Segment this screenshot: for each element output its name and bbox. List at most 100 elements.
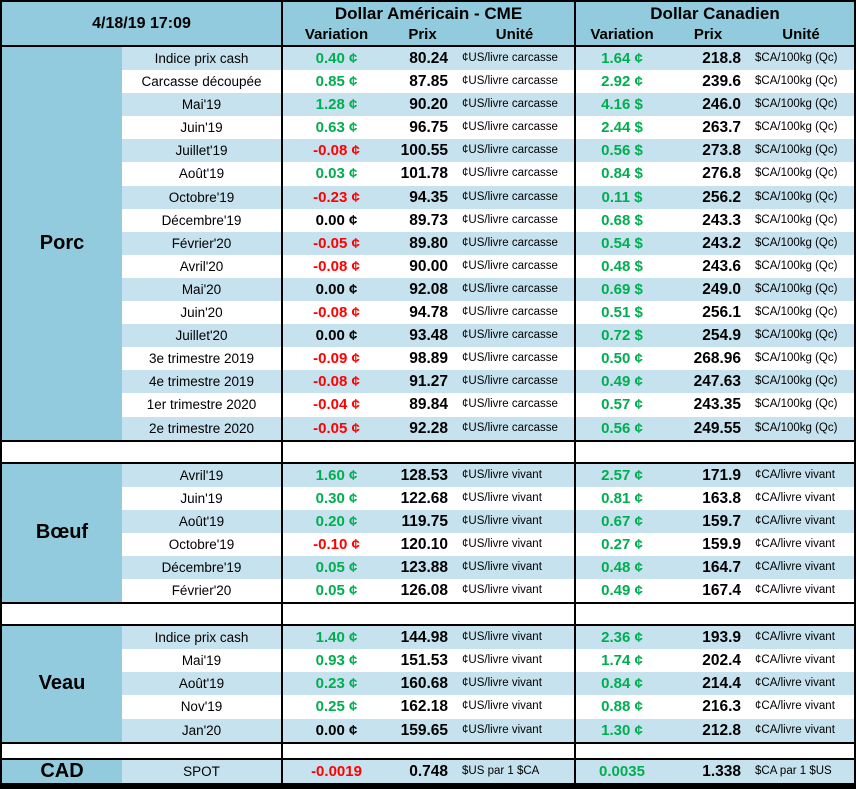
ca-price-value: 268.96 xyxy=(693,350,741,368)
us-unit-label: ¢US/livre vivant xyxy=(462,514,542,527)
table-row: Avril'20 -0.08 ¢ 90.00 ¢US/livre carcass… xyxy=(122,254,854,278)
us-variation-value: 0.03 ¢ xyxy=(281,162,390,186)
table-row: Février'20 -0.05 ¢ 89.80 ¢US/livre carca… xyxy=(122,231,854,255)
ca-price-value: 167.4 xyxy=(702,582,741,600)
ca-unit-label: ¢CA/livre vivant xyxy=(755,677,835,690)
us-variation-value: 0.85 ¢ xyxy=(281,70,390,94)
ca-price-value: 159.9 xyxy=(702,535,741,553)
table-row: 3e trimestre 2019 -0.09 ¢ 98.89 ¢US/livr… xyxy=(122,347,854,371)
us-unit-label: ¢US/livre vivant xyxy=(462,560,542,573)
us-unit-label: ¢US/livre carcasse xyxy=(462,421,558,434)
table-header: 4/18/19 17:09 Dollar Américain - CME Var… xyxy=(2,2,854,47)
table-row: Octobre'19 -0.10 ¢ 120.10 ¢US/livre viva… xyxy=(122,532,854,556)
us-price-value: 120.10 xyxy=(400,535,448,553)
contract-label: Juillet'20 xyxy=(175,328,228,344)
section-rows: Indice prix cash 0.40 ¢ 80.24 ¢US/livre … xyxy=(122,47,854,440)
ca-unit-label: $CA/100kg (Qc) xyxy=(755,190,838,203)
us-variation-value: -0.08 ¢ xyxy=(281,370,390,394)
us-unit-label: ¢US/livre vivant xyxy=(462,654,542,667)
us-price-value: 89.73 xyxy=(409,211,448,229)
ca-variation-value: 0.54 $ xyxy=(574,231,668,255)
timestamp: 4/18/19 17:09 xyxy=(92,14,191,32)
ca-price-value: 276.8 xyxy=(702,165,741,183)
ca-variation-value: 0.88 ¢ xyxy=(574,695,668,719)
us-unit-label: ¢US/livre vivant xyxy=(462,631,542,644)
contract-label: 3e trimestre 2019 xyxy=(148,351,255,367)
ca-price-value: 202.4 xyxy=(702,652,741,670)
us-unit-label: ¢US/livre vivant xyxy=(462,491,542,504)
table-row: Juin'19 0.30 ¢ 122.68 ¢US/livre vivant 0… xyxy=(122,486,854,510)
contract-label: Mai'19 xyxy=(181,653,222,669)
table-row: Mai'19 1.28 ¢ 90.20 ¢US/livre carcasse 4… xyxy=(122,93,854,117)
us-price-value: 92.08 xyxy=(409,280,448,298)
us-price-value: 98.89 xyxy=(409,350,448,368)
ca-price-value: 254.9 xyxy=(702,327,741,345)
ca-price-value: 239.6 xyxy=(702,73,741,91)
us-variation-value: 0.25 ¢ xyxy=(281,695,390,719)
section-rows: Avril'19 1.60 ¢ 128.53 ¢US/livre vivant … xyxy=(122,463,854,603)
us-price-value: 101.78 xyxy=(400,165,448,183)
ca-variation-value: 0.51 $ xyxy=(574,301,668,325)
ca-variation-value: 1.64 ¢ xyxy=(574,47,668,71)
us-variation-value: 0.93 ¢ xyxy=(281,649,390,673)
category-label: Veau xyxy=(2,626,122,742)
ca-price-value: 273.8 xyxy=(702,142,741,160)
ca-unit-label: $CA/100kg (Qc) xyxy=(755,306,838,319)
contract-label: 1er trimestre 2020 xyxy=(146,397,257,413)
table-row: Juillet'19 -0.08 ¢ 100.55 ¢US/livre carc… xyxy=(122,139,854,163)
table-row: Indice prix cash 0.40 ¢ 80.24 ¢US/livre … xyxy=(122,47,854,71)
category-label: Bœuf xyxy=(2,463,122,603)
us-variation-value: 1.28 ¢ xyxy=(281,93,390,117)
us-variation-value: -0.08 ¢ xyxy=(281,301,390,325)
section-rows: SPOT -0.0019 0.748 $US par 1 $CA 0.0035 … xyxy=(122,759,854,783)
contract-label: Février'20 xyxy=(171,583,232,599)
table-row: Décembre'19 0.05 ¢ 123.88 ¢US/livre viva… xyxy=(122,555,854,580)
section-separator xyxy=(2,439,854,464)
us-variation-value: 0.40 ¢ xyxy=(281,47,390,71)
table-row: Mai'20 0.00 ¢ 92.08 ¢US/livre carcasse 0… xyxy=(122,277,854,302)
us-unit-label: ¢US/livre carcasse xyxy=(462,167,558,180)
ca-unite-column-header: Unité xyxy=(782,26,820,43)
table-row: Nov'19 0.25 ¢ 162.18 ¢US/livre vivant 0.… xyxy=(122,695,854,719)
us-price-value: 160.68 xyxy=(400,675,448,693)
us-unit-label: ¢US/livre carcasse xyxy=(462,306,558,319)
ca-price-value: 249.55 xyxy=(693,419,741,437)
table-row: SPOT -0.0019 0.748 $US par 1 $CA 0.0035 … xyxy=(122,759,854,783)
ca-variation-value: 2.36 ¢ xyxy=(574,626,668,650)
contract-label: Février'20 xyxy=(171,235,232,251)
us-price-value: 89.80 xyxy=(409,234,448,252)
table-row: Jan'20 0.00 ¢ 159.65 ¢US/livre vivant 1.… xyxy=(122,718,854,742)
us-unite-column-header: Unité xyxy=(495,26,534,43)
us-unit-label: ¢US/livre vivant xyxy=(462,468,542,481)
ca-price-value: 218.8 xyxy=(702,50,741,67)
ca-unit-label: ¢CA/livre vivant xyxy=(755,537,835,550)
us-unit-label: ¢US/livre carcasse xyxy=(462,52,558,64)
us-variation-column-header: Variation xyxy=(304,26,369,43)
contract-label: Juin'20 xyxy=(180,305,223,321)
us-variation-value: 0.00 ¢ xyxy=(281,208,390,232)
ca-price-value: 212.8 xyxy=(702,721,741,739)
section-rows: Indice prix cash 1.40 ¢ 144.98 ¢US/livre… xyxy=(122,626,854,742)
us-unit-label: ¢US/livre vivant xyxy=(462,677,542,690)
table-row: Décembre'19 0.00 ¢ 89.73 ¢US/livre carca… xyxy=(122,208,854,232)
us-price-value: 119.75 xyxy=(401,512,448,530)
ca-price-value: 256.1 xyxy=(702,304,741,322)
ca-variation-value: 0.11 $ xyxy=(574,185,668,209)
us-variation-value: -0.05 ¢ xyxy=(281,231,390,255)
table-row: Indice prix cash 1.40 ¢ 144.98 ¢US/livre… xyxy=(122,626,854,650)
us-price-value: 91.27 xyxy=(409,373,448,391)
us-unit-label: $US par 1 $CA xyxy=(462,764,540,777)
table-row: Juin'20 -0.08 ¢ 94.78 ¢US/livre carcasse… xyxy=(122,301,854,325)
contract-label: Août'19 xyxy=(178,513,225,529)
us-variation-value: -0.0019 xyxy=(281,759,390,783)
us-price-value: 126.08 xyxy=(400,582,448,600)
ca-unit-label: $CA/100kg (Qc) xyxy=(755,282,838,295)
us-variation-value: 0.00 ¢ xyxy=(281,277,390,302)
us-variation-value: -0.10 ¢ xyxy=(281,532,390,556)
us-unit-label: ¢US/livre carcasse xyxy=(462,121,558,134)
us-section-title: Dollar Américain - CME xyxy=(334,4,523,23)
ca-unit-label: $CA/100kg (Qc) xyxy=(755,52,838,64)
us-dollar-section-header: Dollar Américain - CME Variation Prix Un… xyxy=(281,2,574,45)
us-price-value: 94.78 xyxy=(409,304,448,322)
ca-price-value: 263.7 xyxy=(702,119,741,137)
